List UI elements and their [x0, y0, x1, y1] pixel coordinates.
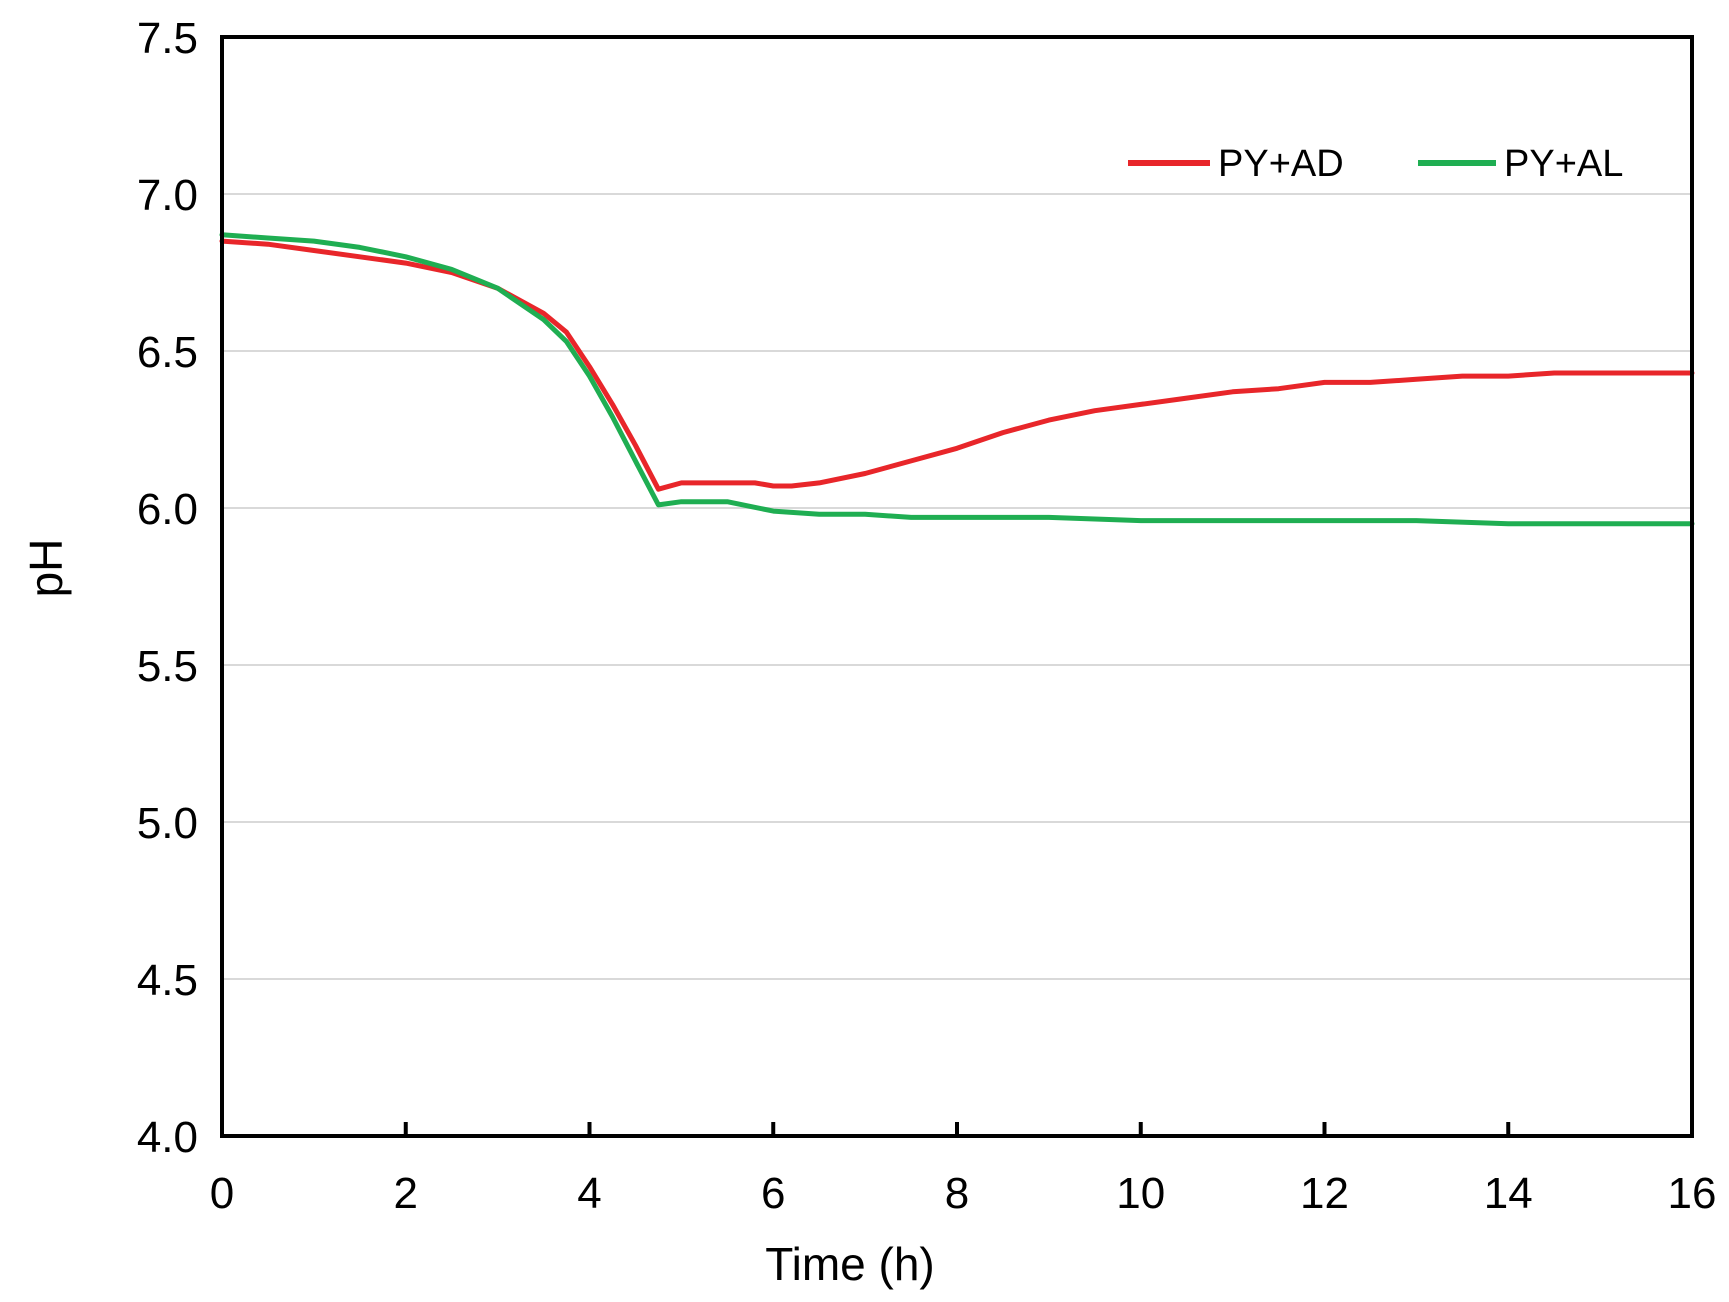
y-axis-title: pH — [20, 539, 72, 598]
x-tick-label: 14 — [1484, 1169, 1533, 1218]
x-tick-label: 4 — [577, 1169, 601, 1218]
y-tick-label: 6.0 — [137, 485, 198, 534]
tick-labels: 0 2 4 6 8 10 12 14 16 4.0 4.5 5.0 5.5 6.0 6.5 7.0 7.5 — [137, 14, 1717, 1218]
y-tick-label: 7.0 — [137, 171, 198, 220]
legend-label-2: PY+AL — [1504, 143, 1623, 185]
y-tick-label: 7.5 — [137, 14, 198, 63]
x-tick-label: 2 — [394, 1169, 418, 1218]
gridlines — [222, 193, 1692, 980]
y-tick-label: 4.0 — [137, 1113, 198, 1162]
series-line-2 — [219, 232, 1695, 527]
axes — [220, 35, 1694, 1138]
y-tick-label: 6.5 — [137, 328, 198, 377]
x-tick-label: 8 — [945, 1169, 969, 1218]
plot-frame — [220, 35, 1694, 1138]
series-lines — [219, 232, 1695, 527]
x-tick-label: 0 — [210, 1169, 234, 1218]
x-tick-label: 6 — [761, 1169, 785, 1218]
x-axis-title: Time (h) — [765, 1238, 935, 1290]
y-tick-label: 5.5 — [137, 642, 198, 691]
series-line-1 — [219, 238, 1695, 492]
legend-label-1: PY+AD — [1218, 143, 1344, 185]
legend: PY+AD PY+AL — [1128, 143, 1623, 185]
x-tick-label: 16 — [1668, 1169, 1717, 1218]
y-tick-label: 4.5 — [137, 956, 198, 1005]
y-tick-label: 5.0 — [137, 799, 198, 848]
x-tick-label: 12 — [1300, 1169, 1349, 1218]
x-tick-label: 10 — [1116, 1169, 1165, 1218]
